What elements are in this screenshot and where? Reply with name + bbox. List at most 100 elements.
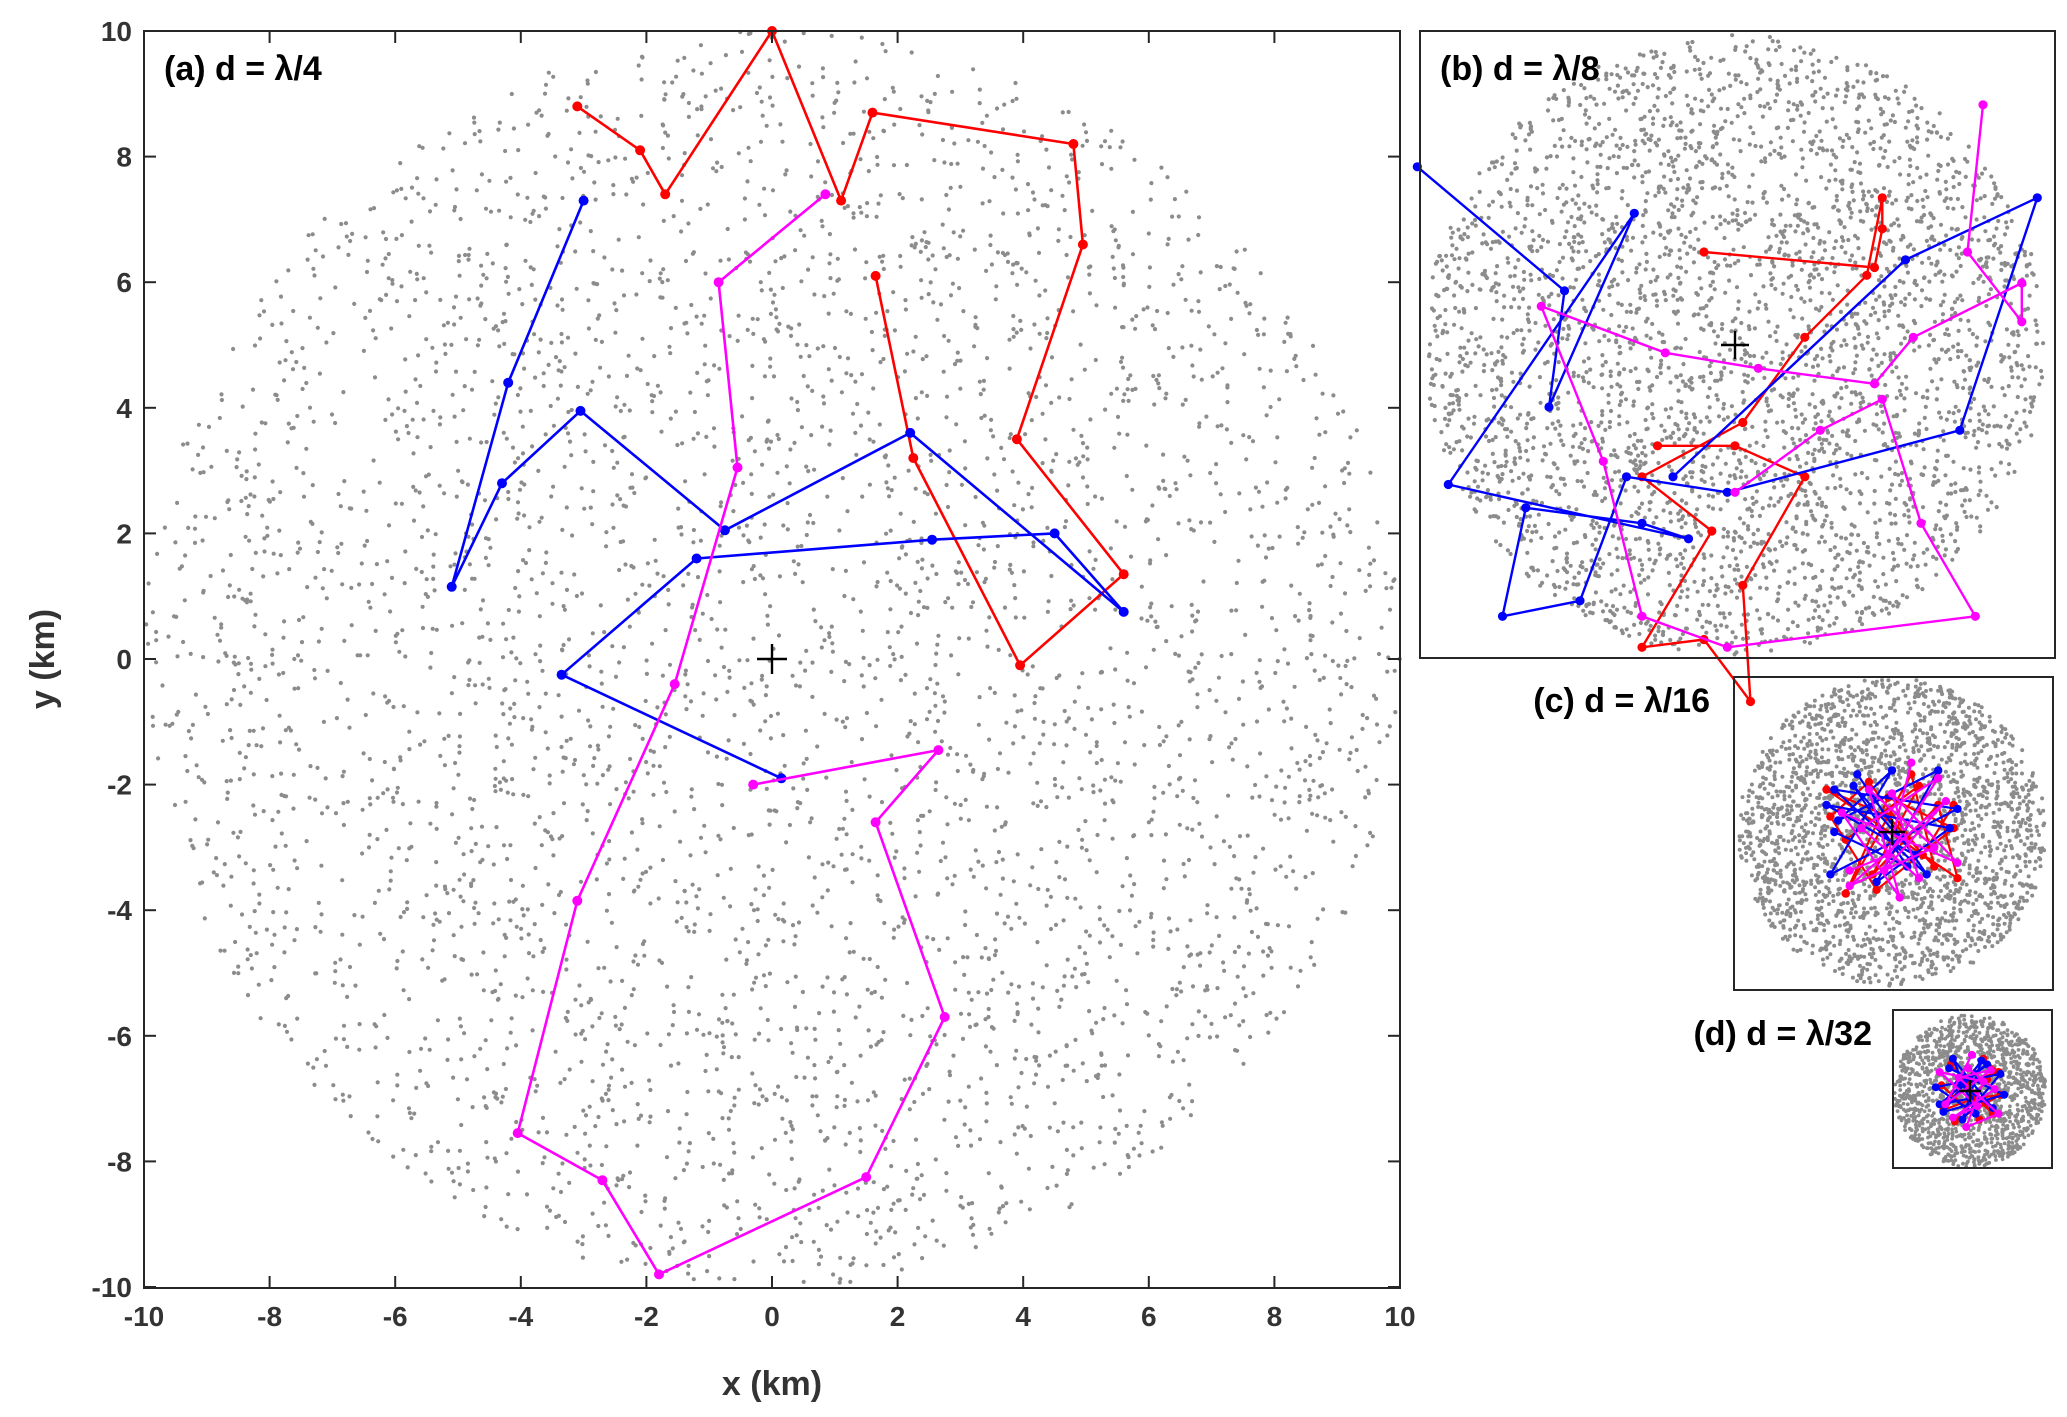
background-point [844, 1190, 849, 1195]
background-point [945, 504, 951, 510]
background-point [1746, 324, 1751, 329]
background-point [1231, 266, 1236, 271]
background-point [726, 1127, 732, 1132]
background-point [634, 292, 639, 297]
background-point [488, 209, 494, 214]
background-point [556, 1213, 562, 1218]
background-point [723, 1006, 728, 1011]
background-point [1190, 629, 1195, 634]
background-point [797, 684, 803, 689]
background-point [322, 216, 327, 221]
background-point [383, 256, 388, 261]
background-point [1137, 1153, 1142, 1158]
background-point [1371, 693, 1377, 698]
background-point [907, 1076, 912, 1081]
background-point [820, 66, 826, 71]
background-point [1120, 1021, 1125, 1026]
background-point [1642, 114, 1647, 119]
background-point [677, 1126, 682, 1131]
background-point [1093, 494, 1098, 499]
background-point [1003, 822, 1008, 827]
background-point [670, 80, 675, 85]
background-point [459, 1122, 464, 1128]
background-point [501, 776, 506, 781]
background-point [553, 1049, 558, 1054]
background-point [1102, 1063, 1108, 1068]
background-point [1020, 507, 1025, 512]
background-point [258, 336, 263, 341]
background-point [418, 383, 423, 389]
background-point [758, 573, 763, 578]
background-point [1594, 71, 1599, 76]
background-point [934, 780, 939, 785]
background-point [1623, 536, 1629, 542]
background-point [602, 1200, 607, 1205]
background-point [770, 867, 775, 873]
background-point [618, 408, 623, 414]
background-point [451, 933, 456, 938]
background-point [1546, 294, 1551, 299]
background-point [1275, 500, 1280, 505]
background-point [537, 519, 542, 524]
background-point [897, 586, 903, 591]
background-point [1054, 860, 1059, 865]
background-point [434, 826, 439, 832]
background-point [435, 1018, 440, 1023]
background-point [827, 232, 833, 237]
background-point [1366, 545, 1371, 550]
background-point [1582, 201, 1587, 206]
background-point [1223, 1015, 1228, 1020]
background-point [1352, 656, 1357, 661]
background-point [186, 729, 191, 734]
background-point [1230, 757, 1235, 762]
background-point [1289, 583, 1294, 588]
background-point [183, 754, 188, 759]
background-point [1008, 1095, 1013, 1100]
background-point [933, 511, 939, 516]
background-point [1581, 265, 1586, 270]
y-tick-label: -6 [107, 1021, 132, 1052]
background-point [1040, 134, 1045, 139]
background-point [1080, 837, 1085, 842]
background-point [414, 400, 420, 405]
background-point [1717, 88, 1722, 93]
background-point [1125, 1053, 1131, 1058]
background-point [1727, 611, 1732, 616]
background-point [842, 816, 847, 821]
background-point [1982, 166, 1988, 171]
background-point [1670, 159, 1675, 164]
background-point [421, 196, 426, 201]
background-point [691, 250, 697, 255]
background-point [340, 932, 345, 937]
background-point [858, 1149, 863, 1155]
background-point [742, 217, 748, 222]
background-point [1366, 791, 1371, 796]
background-point [1132, 882, 1137, 887]
background-point [1521, 269, 1526, 275]
series-point [861, 1172, 872, 1183]
background-point [246, 655, 251, 661]
background-point [1328, 818, 1333, 823]
background-point [1612, 89, 1618, 94]
background-point [279, 831, 284, 836]
background-point [1858, 181, 1864, 186]
background-point [1210, 374, 1215, 379]
background-point [1833, 264, 1838, 269]
background-point [1161, 858, 1167, 863]
background-point [1518, 412, 1523, 417]
background-point [790, 1127, 796, 1132]
background-point [398, 755, 403, 760]
background-point [1187, 1082, 1192, 1087]
background-point [1303, 874, 1308, 880]
background-point [820, 984, 825, 989]
background-point [452, 954, 457, 959]
background-point [1190, 1099, 1195, 1104]
background-point [228, 903, 233, 908]
background-point [1221, 839, 1226, 844]
background-point [296, 686, 301, 691]
background-point [446, 1037, 451, 1042]
background-point [635, 1102, 640, 1107]
background-point [428, 665, 433, 670]
background-point [840, 826, 846, 831]
background-point [360, 807, 365, 812]
